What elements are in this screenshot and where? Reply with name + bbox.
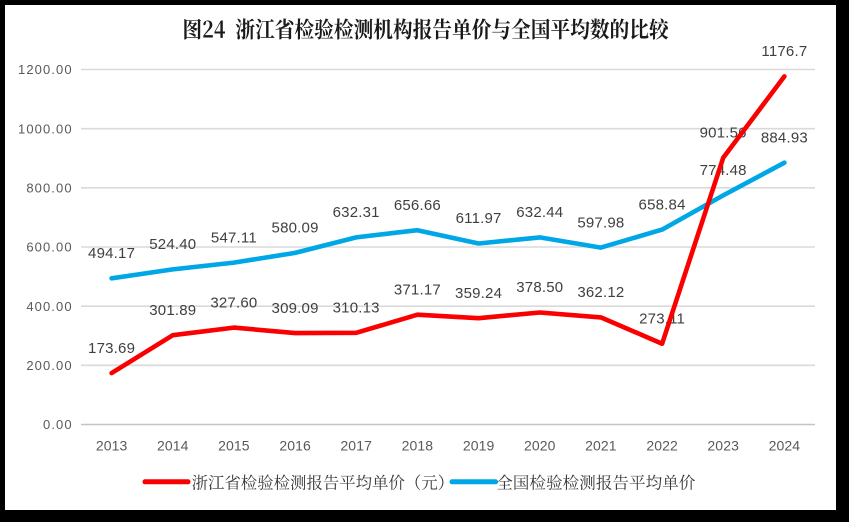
svg-text:2020: 2020	[524, 438, 556, 454]
svg-text:524.40: 524.40	[149, 236, 196, 253]
svg-text:580.09: 580.09	[272, 220, 319, 237]
svg-text:632.44: 632.44	[516, 204, 563, 221]
svg-text:547.11: 547.11	[211, 229, 257, 246]
svg-text:2021: 2021	[585, 438, 617, 454]
svg-text:301.89: 301.89	[149, 302, 196, 319]
svg-text:327.60: 327.60	[210, 294, 257, 311]
svg-text:800.00: 800.00	[26, 181, 72, 196]
svg-text:309.09: 309.09	[272, 300, 319, 317]
svg-text:611.97: 611.97	[456, 210, 502, 227]
svg-text:173.69: 173.69	[88, 340, 135, 357]
svg-text:901.56: 901.56	[700, 125, 747, 142]
svg-text:2024: 2024	[769, 438, 801, 454]
svg-text:2023: 2023	[707, 438, 739, 454]
svg-text:310.13: 310.13	[333, 300, 380, 317]
svg-text:2016: 2016	[279, 438, 311, 454]
svg-text:2018: 2018	[402, 438, 434, 454]
svg-text:774.48: 774.48	[700, 162, 747, 179]
svg-text:2013: 2013	[96, 438, 128, 454]
svg-text:2014: 2014	[157, 438, 189, 454]
svg-text:378.50: 378.50	[516, 279, 563, 296]
svg-text:1176.7: 1176.7	[761, 43, 807, 60]
svg-text:1000.00: 1000.00	[18, 121, 73, 136]
svg-text:1200.00: 1200.00	[18, 62, 73, 77]
svg-text:362.12: 362.12	[577, 284, 624, 301]
svg-text:2015: 2015	[218, 438, 250, 454]
svg-text:2017: 2017	[340, 438, 372, 454]
svg-text:2022: 2022	[646, 438, 678, 454]
svg-text:0.00: 0.00	[43, 417, 73, 432]
svg-text:884.93: 884.93	[761, 129, 808, 146]
svg-text:2019: 2019	[463, 438, 495, 454]
svg-text:632.31: 632.31	[333, 204, 380, 221]
svg-text:359.24: 359.24	[455, 285, 502, 302]
svg-text:658.84: 658.84	[639, 196, 686, 213]
svg-text:273.11: 273.11	[639, 310, 685, 327]
svg-text:600.00: 600.00	[26, 240, 72, 255]
svg-text:494.17: 494.17	[88, 245, 135, 262]
svg-text:371.17: 371.17	[394, 281, 441, 298]
svg-text:400.00: 400.00	[26, 299, 72, 314]
svg-text:656.66: 656.66	[394, 197, 441, 214]
svg-text:597.98: 597.98	[577, 214, 624, 231]
svg-text:200.00: 200.00	[26, 358, 72, 373]
